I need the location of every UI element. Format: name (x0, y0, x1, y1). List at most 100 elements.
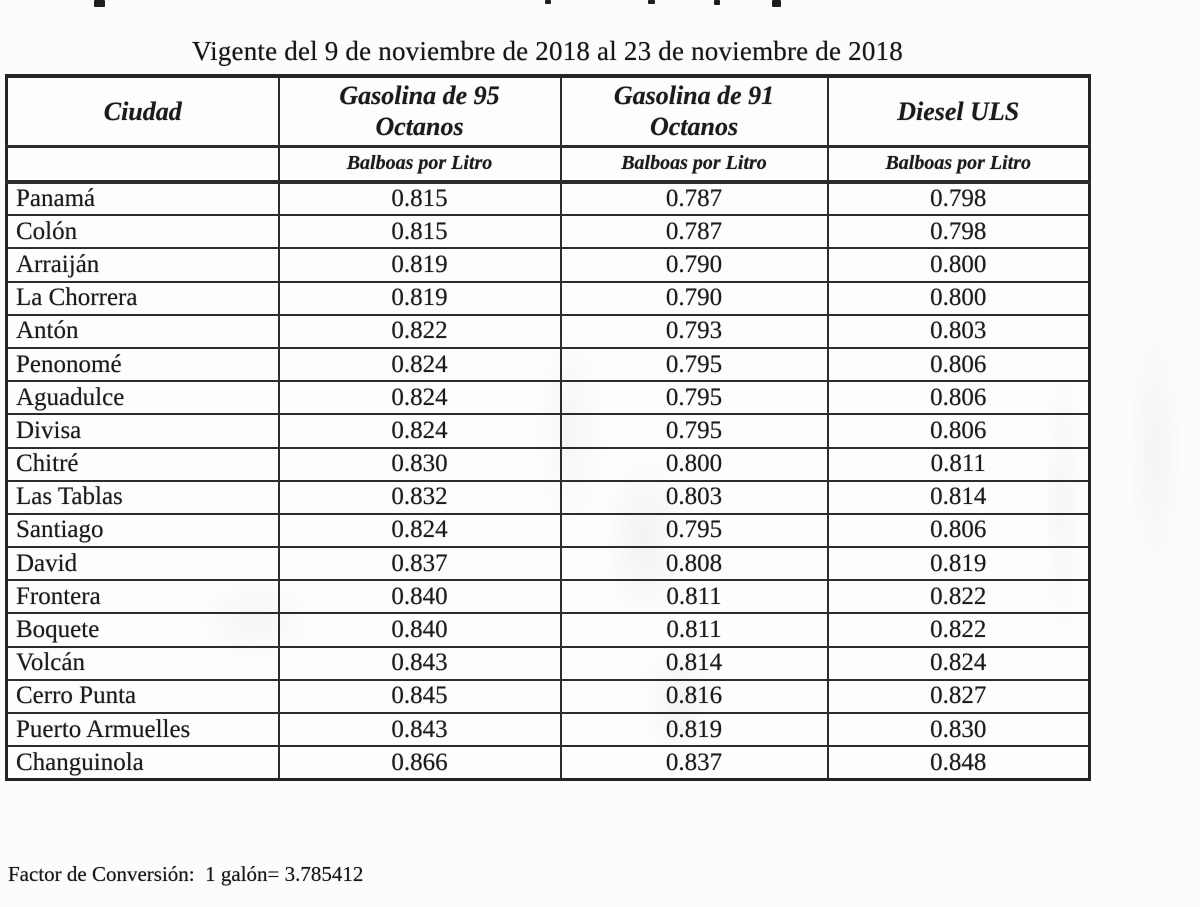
city-name-cell: Divisa (5, 413, 280, 449)
table-row: Puerto Armuelles 0.843 0.819 0.830 (5, 711, 1091, 748)
city-name-cell: Changuinola (5, 745, 280, 781)
price-gasolina91-cell: 0.787 (559, 214, 829, 250)
column-header-gasolina-95: Gasolina de 95 Octanos (277, 75, 562, 148)
price-gasolina91-cell: 0.808 (559, 546, 829, 582)
unit-label-gasolina91: Balboas por Litro (559, 145, 829, 184)
price-gasolina95-cell: 0.866 (277, 745, 562, 781)
table-header-row: Ciudad Gasolina de 95 Octanos Gasolina d… (5, 75, 1091, 148)
table-row: Changuinola 0.866 0.837 0.848 (5, 745, 1091, 781)
table-row: Santiago 0.824 0.795 0.806 (5, 512, 1091, 549)
price-gasolina91-cell: 0.811 (559, 612, 829, 648)
scan-artifact (545, 0, 551, 4)
price-gasolina95-cell: 0.815 (277, 214, 562, 250)
table-row: David 0.837 0.808 0.819 (5, 546, 1091, 582)
conversion-factor-note: Factor de Conversión: 1 galón= 3.785412 (8, 862, 364, 886)
price-diesel-cell: 0.827 (826, 678, 1091, 715)
fuel-price-table: Ciudad Gasolina de 95 Octanos Gasolina d… (5, 74, 1091, 781)
price-gasolina95-cell: 0.824 (277, 512, 562, 549)
table-row: Aguadulce 0.824 0.795 0.806 (5, 380, 1091, 416)
city-name-cell: Arraiján (5, 247, 280, 283)
column-header-ciudad: Ciudad (5, 75, 280, 148)
city-name-cell: Puerto Armuelles (5, 711, 280, 748)
price-diesel-cell: 0.803 (826, 313, 1091, 349)
table-row: Antón 0.822 0.793 0.803 (5, 313, 1091, 349)
price-diesel-cell: 0.822 (826, 579, 1091, 615)
price-gasolina91-cell: 0.816 (559, 678, 829, 715)
city-name-cell: Colón (5, 214, 280, 250)
table-row: Penonomé 0.824 0.795 0.806 (5, 346, 1091, 383)
city-name-cell: Boquete (5, 612, 280, 648)
city-name-cell: Las Tablas (5, 479, 280, 515)
scan-artifact (648, 0, 655, 4)
price-diesel-cell: 0.806 (826, 346, 1091, 383)
unit-cell-empty (5, 145, 280, 184)
column-header-diesel-uls: Diesel ULS (826, 75, 1091, 148)
price-gasolina91-cell: 0.795 (559, 413, 829, 449)
price-gasolina95-cell: 0.824 (277, 413, 562, 449)
validity-period-title: Vigente del 9 de noviembre de 2018 al 23… (192, 36, 903, 66)
column-header-gasolina-91: Gasolina de 91 Octanos (559, 75, 829, 148)
fuel-table-body: Panamá 0.815 0.787 0.798 Colón 0.815 0.787 0.79… (5, 180, 1091, 781)
price-gasolina95-cell: 0.840 (277, 579, 562, 615)
price-gasolina91-cell: 0.793 (559, 313, 829, 349)
city-name-cell: Penonomé (5, 346, 280, 383)
price-diesel-cell: 0.806 (826, 512, 1091, 549)
table-row: Boquete 0.840 0.811 0.822 (5, 612, 1091, 648)
table-row: Arraiján 0.819 0.790 0.800 (5, 247, 1091, 283)
price-diesel-cell: 0.848 (826, 745, 1091, 781)
city-name-cell: Chitré (5, 446, 280, 482)
price-gasolina91-cell: 0.819 (559, 711, 829, 748)
price-diesel-cell: 0.798 (826, 180, 1091, 217)
price-gasolina95-cell: 0.837 (277, 546, 562, 582)
price-diesel-cell: 0.824 (826, 645, 1091, 681)
price-gasolina95-cell: 0.822 (277, 313, 562, 349)
price-diesel-cell: 0.806 (826, 380, 1091, 416)
price-diesel-cell: 0.806 (826, 413, 1091, 449)
unit-label-diesel: Balboas por Litro (826, 145, 1091, 184)
unit-label-gasolina95: Balboas por Litro (277, 145, 562, 184)
table-row: Frontera 0.840 0.811 0.822 (5, 579, 1091, 615)
price-gasolina91-cell: 0.795 (559, 512, 829, 549)
price-gasolina91-cell: 0.795 (559, 380, 829, 416)
price-diesel-cell: 0.814 (826, 479, 1091, 515)
price-gasolina91-cell: 0.787 (559, 180, 829, 217)
city-name-cell: Cerro Punta (5, 678, 280, 715)
city-name-cell: Panamá (5, 180, 280, 217)
price-gasolina91-cell: 0.790 (559, 280, 829, 316)
price-gasolina91-cell: 0.803 (559, 479, 829, 515)
city-name-cell: Volcán (5, 645, 280, 681)
table-row: Las Tablas 0.832 0.803 0.814 (5, 479, 1091, 515)
price-gasolina95-cell: 0.830 (277, 446, 562, 482)
table-row: Colón 0.815 0.787 0.798 (5, 214, 1091, 250)
price-gasolina95-cell: 0.824 (277, 346, 562, 383)
price-diesel-cell: 0.798 (826, 214, 1091, 250)
city-name-cell: Aguadulce (5, 380, 280, 416)
price-gasolina91-cell: 0.811 (559, 579, 829, 615)
scan-artifact (94, 0, 105, 7)
table-row: Divisa 0.824 0.795 0.806 (5, 413, 1091, 449)
price-gasolina95-cell: 0.845 (277, 678, 562, 715)
table-row: Panamá 0.815 0.787 0.798 (5, 180, 1091, 217)
price-gasolina95-cell: 0.819 (277, 280, 562, 316)
price-diesel-cell: 0.822 (826, 612, 1091, 648)
table-row: La Chorrera 0.819 0.790 0.800 (5, 280, 1091, 316)
price-gasolina95-cell: 0.843 (277, 711, 562, 748)
price-gasolina95-cell: 0.832 (277, 479, 562, 515)
price-diesel-cell: 0.811 (826, 446, 1091, 482)
price-gasolina95-cell: 0.819 (277, 247, 562, 283)
price-gasolina91-cell: 0.790 (559, 247, 829, 283)
city-name-cell: Antón (5, 313, 280, 349)
table-row: Chitré 0.830 0.800 0.811 (5, 446, 1091, 482)
price-gasolina91-cell: 0.814 (559, 645, 829, 681)
unit-header-row: Balboas por Litro Balboas por Litro Balb… (5, 145, 1091, 184)
scan-artifact (772, 0, 781, 7)
price-gasolina95-cell: 0.815 (277, 180, 562, 217)
price-diesel-cell: 0.800 (826, 280, 1091, 316)
price-diesel-cell: 0.830 (826, 711, 1091, 748)
city-name-cell: Santiago (5, 512, 280, 549)
city-name-cell: David (5, 546, 280, 582)
table-row: Volcán 0.843 0.814 0.824 (5, 645, 1091, 681)
table-row: Cerro Punta 0.845 0.816 0.827 (5, 678, 1091, 715)
price-gasolina91-cell: 0.795 (559, 346, 829, 383)
